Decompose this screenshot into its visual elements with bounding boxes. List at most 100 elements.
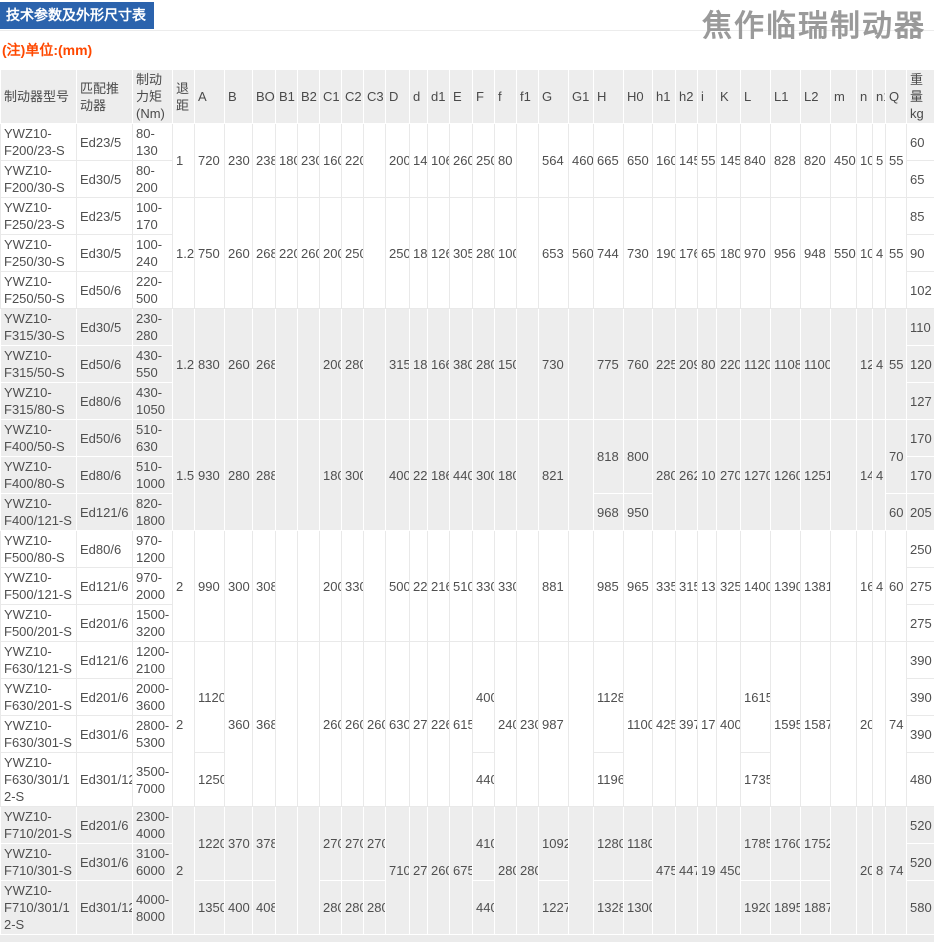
cell-model: YWZ10-F500/121-S (1, 568, 77, 605)
column-header-f1: f1 (517, 70, 539, 124)
cell-i: 100 (698, 420, 717, 531)
section-title-tab: 技术参数及外形尺寸表 (0, 2, 154, 29)
cell-pusher: Ed50/6 (77, 272, 133, 309)
cell-H0: 650 (624, 124, 653, 198)
column-header-B1: B1 (276, 70, 298, 124)
cell-n: 16 (857, 531, 873, 642)
cell-B: 400 (225, 881, 253, 935)
table-row: YWZ10-F500/80-SEd80/6970-120029903003082… (1, 531, 934, 568)
column-header-n1: n1 (873, 70, 886, 124)
cell-d1: 216 (428, 531, 450, 642)
cell-D: 500 (386, 531, 410, 642)
cell-torque: 510-630 (133, 420, 173, 457)
cell-d: 22 (410, 420, 428, 531)
column-header-F: F (473, 70, 495, 124)
cell-torque: 430-550 (133, 346, 173, 383)
cell-model: YWZ10-F400/50-S (1, 420, 77, 457)
cell-h1: 190 (653, 198, 676, 309)
cell-torque: 2300-4000 (133, 807, 173, 844)
cell-torque: 510-1000 (133, 457, 173, 494)
cell-weight: 580 (907, 881, 934, 935)
cell-d: 27 (410, 642, 428, 807)
cell-H: 744 (594, 198, 624, 309)
cell-A: 1250 (195, 753, 225, 807)
cell-torque: 220-500 (133, 272, 173, 309)
cell-torque: 80-200 (133, 161, 173, 198)
cell-n1: 4 (873, 531, 886, 642)
cell-torque: 80-130 (133, 124, 173, 161)
brand-logo-text: 焦作临瑞制动器 (702, 1, 926, 45)
cell-i: 65 (698, 198, 717, 309)
cell-weight: 90 (907, 235, 934, 272)
cell-torque: 430-1050 (133, 383, 173, 420)
cell-C2: 260 (342, 642, 364, 807)
cell-model: YWZ10-F630/121-S (1, 642, 77, 679)
cell-C1: 200 (320, 531, 342, 642)
cell-L2: 820 (801, 124, 831, 198)
cell-A: 1120 (195, 642, 225, 753)
column-header-h2: h2 (676, 70, 698, 124)
cell-L1: 1595 (771, 642, 801, 807)
cell-weight: 110 (907, 309, 934, 346)
cell-C2: 250 (342, 198, 364, 309)
cell-G: 564 (539, 124, 569, 198)
cell-G1 (569, 420, 594, 531)
cell-H: 665 (594, 124, 624, 198)
cell-torque: 4000-8000 (133, 881, 173, 935)
cell-H0: 1180 (624, 807, 653, 881)
cell-model: YWZ10-F250/23-S (1, 198, 77, 235)
cell-h1: 280 (653, 420, 676, 531)
cell-L2: 1100 (801, 309, 831, 420)
cell-F: 440 (473, 881, 495, 935)
cell-F: 330 (473, 531, 495, 642)
cell-torque: 3100-6000 (133, 844, 173, 881)
cell-weight: 480 (907, 753, 934, 807)
cell-n: 12 (857, 309, 873, 420)
cell-model: YWZ10-F315/30-S (1, 309, 77, 346)
cell-D: 315 (386, 309, 410, 420)
column-header-f: f (495, 70, 517, 124)
cell-weight: 102 (907, 272, 934, 309)
cell-H: 1196 (594, 753, 624, 807)
cell-F: 280 (473, 198, 495, 309)
cell-i: 170 (698, 642, 717, 807)
cell-G1: 460 (569, 124, 594, 198)
cell-C3: 270 (364, 807, 386, 881)
column-header-A: A (195, 70, 225, 124)
column-header-H0: H0 (624, 70, 653, 124)
cell-G: 1227 (539, 881, 569, 935)
cell-d1: 166 (428, 309, 450, 420)
cell-h2: 145 (676, 124, 698, 198)
cell-torque: 100-240 (133, 235, 173, 272)
cell-C2: 330 (342, 531, 364, 642)
cell-pusher: Ed30/5 (77, 161, 133, 198)
cell-pusher: Ed23/5 (77, 198, 133, 235)
column-header-d1: d1 (428, 70, 450, 124)
cell-H: 1128 (594, 642, 624, 753)
column-header-h1: h1 (653, 70, 676, 124)
cell-H: 1280 (594, 807, 624, 881)
cell-B: 360 (225, 642, 253, 807)
cell-pusher: Ed121/6 (77, 642, 133, 679)
cell-L1: 956 (771, 198, 801, 309)
cell-d1: 226 (428, 642, 450, 807)
cell-model: YWZ10-F400/80-S (1, 457, 77, 494)
cell-torque: 1200-2100 (133, 642, 173, 679)
cell-C1: 280 (320, 881, 342, 935)
cell-model: YWZ10-F200/30-S (1, 161, 77, 198)
cell-pusher: Ed23/5 (77, 124, 133, 161)
cell-weight: 275 (907, 568, 934, 605)
cell-H0: 800 (624, 420, 653, 494)
cell-model: YWZ10-F250/30-S (1, 235, 77, 272)
cell-C2: 280 (342, 309, 364, 420)
cell-model: YWZ10-F710/201-S (1, 807, 77, 844)
column-header-torque: 制动力矩(Nm) (133, 70, 173, 124)
cell-K: 145 (717, 124, 741, 198)
cell-A: 720 (195, 124, 225, 198)
cell-model: YWZ10-F200/23-S (1, 124, 77, 161)
cell-B: 280 (225, 420, 253, 531)
cell-weight: 275 (907, 605, 934, 642)
column-header-pusher: 匹配推动器 (77, 70, 133, 124)
cell-i: 80 (698, 309, 717, 420)
cell-Q: 74 (886, 642, 907, 807)
